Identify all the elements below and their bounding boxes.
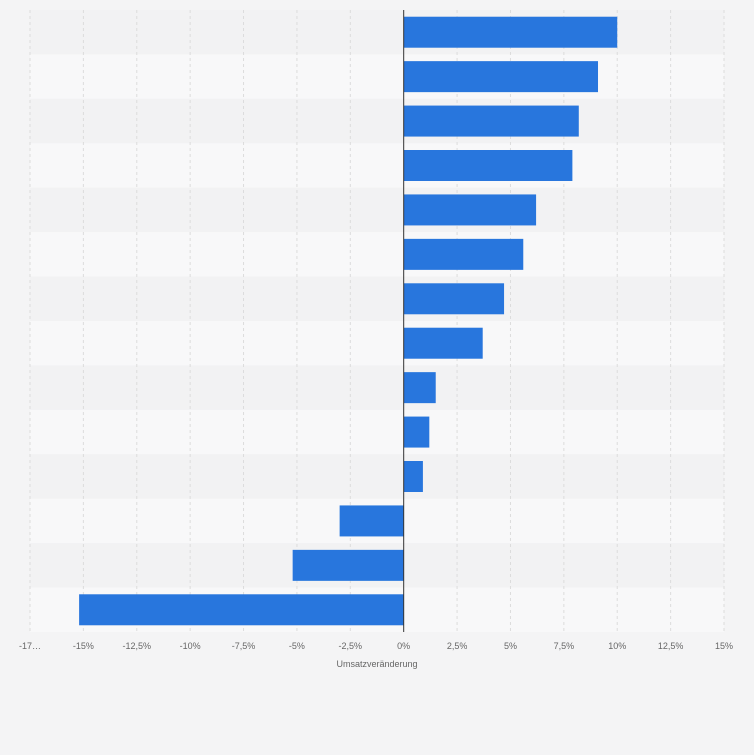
bar[interactable] bbox=[403, 327, 483, 359]
bar[interactable] bbox=[403, 238, 524, 270]
row-band bbox=[30, 10, 724, 55]
x-tick-label: -7,5% bbox=[232, 641, 256, 651]
row-band bbox=[30, 454, 724, 499]
x-tick-label: -17… bbox=[19, 641, 41, 651]
x-tick-label: 15% bbox=[715, 641, 733, 651]
bar[interactable] bbox=[339, 505, 404, 537]
x-tick-label: -5% bbox=[289, 641, 305, 651]
row-band bbox=[30, 276, 724, 321]
bar[interactable] bbox=[403, 61, 599, 93]
row-band bbox=[30, 409, 724, 455]
bar[interactable] bbox=[403, 283, 505, 315]
x-axis-ticks: -17… -15% -12,5% -10% -7,5% -5% -2,5% 0% 2,5% 5% 7… bbox=[19, 641, 733, 651]
x-tick-label: 12,5% bbox=[658, 641, 684, 651]
row-band bbox=[30, 321, 724, 366]
bar[interactable] bbox=[403, 416, 430, 448]
x-tick-label: 0% bbox=[397, 641, 410, 651]
row-band bbox=[30, 54, 724, 99]
row-band bbox=[30, 365, 724, 410]
x-axis-label: Umsatzveränderung bbox=[336, 659, 417, 669]
row-band bbox=[30, 98, 724, 144]
row-band bbox=[30, 187, 724, 233]
row-band bbox=[30, 232, 724, 277]
x-tick-label: 10% bbox=[608, 641, 626, 651]
x-tick-label: 5% bbox=[504, 641, 517, 651]
bars bbox=[79, 16, 618, 626]
bar[interactable] bbox=[403, 150, 573, 181]
bar[interactable] bbox=[403, 16, 618, 48]
row-band bbox=[30, 143, 724, 188]
x-tick-label: -12,5% bbox=[123, 641, 152, 651]
x-tick-label: -15% bbox=[73, 641, 94, 651]
bar[interactable] bbox=[403, 372, 436, 404]
bar[interactable] bbox=[403, 461, 423, 492]
x-tick-label: -2,5% bbox=[339, 641, 363, 651]
bar[interactable] bbox=[292, 549, 404, 581]
bar[interactable] bbox=[79, 594, 404, 626]
row-bands bbox=[30, 10, 724, 632]
bar[interactable] bbox=[403, 105, 579, 137]
x-tick-label: -10% bbox=[180, 641, 201, 651]
x-tick-label: 7,5% bbox=[554, 641, 575, 651]
x-tick-label: 2,5% bbox=[447, 641, 468, 651]
bar[interactable] bbox=[403, 194, 537, 226]
